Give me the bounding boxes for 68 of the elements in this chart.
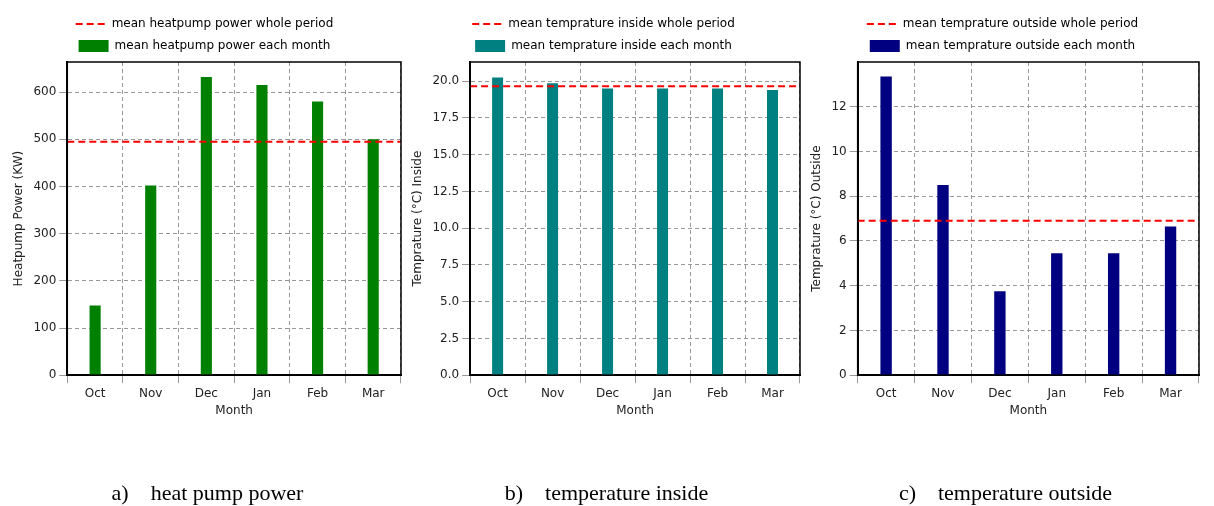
x-tick-label: Feb bbox=[706, 385, 729, 400]
y-tick-label: 12 bbox=[831, 98, 847, 113]
x-tick-label: Jan bbox=[251, 385, 272, 400]
text: a) heat pump power bbox=[111, 480, 304, 506]
bar bbox=[312, 101, 324, 375]
bar bbox=[937, 185, 949, 375]
y-tick-label: 2 bbox=[839, 322, 847, 337]
y-tick-label: 400 bbox=[33, 178, 57, 193]
x-tick-label: Nov bbox=[931, 385, 955, 400]
y-axis-title: Temprature (°C) Outside bbox=[809, 145, 824, 293]
y-tick-label: 20.0 bbox=[432, 73, 460, 88]
y-tick-label: 0.0 bbox=[440, 367, 460, 382]
y-tick-label: 15.0 bbox=[432, 146, 460, 161]
y-tick-label: 5.0 bbox=[440, 293, 460, 308]
x-tick-label: Feb bbox=[1103, 385, 1125, 400]
legend-label: mean temprature outside each month bbox=[905, 38, 1136, 53]
bar bbox=[256, 85, 268, 375]
x-tick-label: Mar bbox=[1159, 385, 1182, 400]
x-axis-title: Month bbox=[215, 402, 253, 417]
x-tick-label: Dec bbox=[595, 385, 620, 400]
x-tick-label: Nov bbox=[540, 385, 565, 400]
bar bbox=[1107, 253, 1120, 375]
y-tick-label: 8 bbox=[839, 188, 847, 203]
bar bbox=[1164, 226, 1177, 375]
bar bbox=[367, 139, 379, 375]
legend-label: mean temprature outside whole period bbox=[902, 16, 1139, 31]
x-axis-title: Month bbox=[616, 402, 654, 417]
bar bbox=[994, 291, 1006, 375]
legend-label: mean heatpump power each month bbox=[114, 38, 331, 53]
text: c) temperature outside bbox=[898, 480, 1113, 506]
legend-label: mean temprature inside each month bbox=[511, 38, 732, 53]
x-tick-label: Mar bbox=[761, 385, 784, 400]
x-tick-label: Feb bbox=[306, 385, 329, 400]
x-tick-label: Dec bbox=[988, 385, 1012, 400]
y-tick-label: 0 bbox=[48, 367, 57, 382]
legend-label: mean heatpump power whole period bbox=[111, 16, 334, 31]
y-tick-label: 6 bbox=[839, 233, 847, 248]
y-tick-label: 12.5 bbox=[432, 183, 460, 198]
bar bbox=[145, 185, 157, 375]
y-tick-label: 300 bbox=[33, 225, 57, 240]
y-axis-title: Heatpump Power (KW) bbox=[11, 150, 26, 287]
y-tick-label: 4 bbox=[839, 277, 847, 292]
bar bbox=[880, 76, 892, 375]
y-tick-label: 600 bbox=[33, 84, 57, 99]
y-axis-title: Temprature (°C) Inside bbox=[410, 150, 425, 288]
bar bbox=[89, 305, 101, 375]
y-tick-label: 200 bbox=[33, 272, 57, 287]
x-tick-label: Oct bbox=[875, 385, 897, 400]
legend-label: mean temprature inside whole period bbox=[508, 16, 735, 31]
y-tick-label: 0 bbox=[839, 367, 847, 382]
x-tick-label: Oct bbox=[84, 385, 106, 400]
x-tick-label: Jan bbox=[652, 385, 672, 400]
y-tick-label: 7.5 bbox=[440, 257, 460, 272]
x-tick-label: Mar bbox=[361, 385, 385, 400]
y-tick-label: 500 bbox=[33, 131, 57, 146]
y-tick-label: 10 bbox=[831, 143, 847, 158]
x-tick-label: Dec bbox=[194, 385, 218, 400]
bar bbox=[1051, 253, 1063, 375]
x-tick-label: Nov bbox=[139, 385, 163, 400]
y-tick-label: 2.5 bbox=[440, 330, 460, 345]
y-tick-label: 100 bbox=[33, 320, 57, 335]
x-axis-title: Month bbox=[1009, 402, 1048, 417]
x-tick-label: Jan bbox=[1046, 385, 1067, 400]
bar bbox=[200, 77, 212, 375]
text: b) temperature inside bbox=[504, 480, 709, 506]
x-tick-label: Oct bbox=[487, 385, 509, 400]
y-tick-label: 10.0 bbox=[432, 220, 460, 235]
y-tick-label: 17.5 bbox=[432, 110, 460, 124]
